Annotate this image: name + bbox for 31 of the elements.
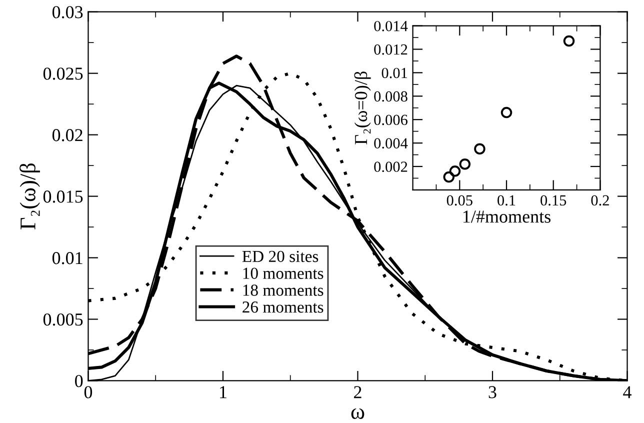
x-tick-label: 0.1 — [498, 195, 516, 206]
y-tick-label: 0.005 — [43, 313, 83, 326]
y-tick-label: 0 — [75, 374, 83, 388]
legend-label: ED 20 sites — [242, 250, 318, 262]
y-tick-label: 0.008 — [374, 91, 408, 102]
y-tick-label: 0.014 — [374, 20, 408, 32]
y-tick-label: 0.025 — [43, 68, 83, 80]
x-tick-label: 0.05 — [446, 195, 472, 206]
x-tick-label: 4 — [623, 386, 632, 398]
x-tick-label: 0 — [84, 386, 92, 398]
y-tick-label: 0.015 — [43, 190, 83, 203]
y-axis-title: Γ₂(ω=0)/β — [354, 72, 371, 144]
y-tick-label: 0.002 — [374, 162, 408, 172]
y-tick-label: 0.01 — [382, 68, 408, 78]
legend-label: 10 moments — [243, 268, 324, 279]
x-tick-label: 1 — [220, 386, 226, 398]
x-tick-label: 0.2 — [591, 195, 609, 206]
y-tick-label: 0.006 — [374, 114, 408, 126]
x-tick-label: 2 — [354, 386, 362, 398]
x-axis-title: 1/#moments — [463, 210, 550, 223]
x-tick-label: 3 — [488, 386, 496, 398]
y-tick-label: 0.03 — [52, 6, 83, 18]
x-tick-label: 0.15 — [540, 195, 566, 206]
y-tick-label: 0.01 — [52, 252, 82, 264]
y-tick-label: 0.02 — [52, 129, 82, 142]
y-axis-title: Γ₂(ω)/β — [20, 163, 40, 230]
legend-label: 18 moments — [243, 284, 324, 296]
y-tick-label: 0.012 — [374, 44, 408, 55]
y-tick-label: 0.004 — [374, 138, 408, 149]
legend-label: 26 moments — [242, 302, 324, 313]
x-axis-title: ω — [351, 408, 364, 419]
